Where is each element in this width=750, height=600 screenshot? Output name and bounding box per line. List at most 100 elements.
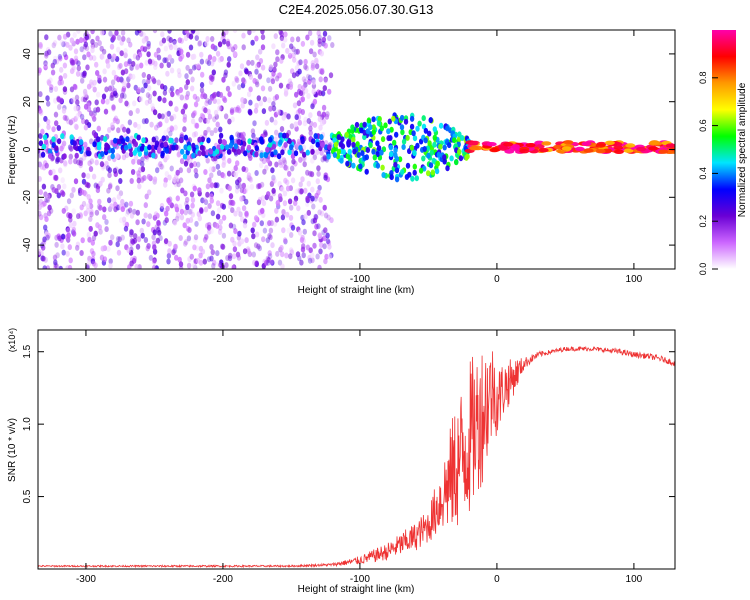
spectrogram-cell [197, 40, 202, 47]
spectrogram-cell [79, 113, 85, 120]
spectrogram-cell [175, 212, 181, 219]
spectrogram-cell [79, 46, 84, 53]
spectrogram-cell [310, 148, 315, 155]
spectrogram-cell [277, 259, 283, 266]
spectrogram-cell [254, 151, 259, 158]
spectrogram-cell [305, 195, 310, 202]
spectrogram-cell [42, 200, 47, 207]
spectrogram-cell [296, 187, 301, 194]
spectrogram-cell [280, 263, 285, 269]
spectrogram-cell [189, 162, 194, 169]
spectrogram-cell [209, 197, 214, 204]
spectrogram-cell [143, 202, 148, 209]
spectrogram-cell [113, 201, 118, 208]
spectrogram-cell [287, 52, 293, 59]
spectrogram-cell [235, 179, 240, 186]
spectrogram-cell [190, 197, 196, 203]
spectrogram-cell [42, 134, 48, 141]
spectrogram-cell [173, 124, 178, 131]
spectrogram-cell [445, 125, 450, 132]
spectrogram-cell [316, 170, 321, 177]
spectrogram-cell [140, 87, 145, 94]
spectrogram-cell [268, 105, 273, 112]
spectrogram-cell [85, 64, 90, 71]
spectrogram-cell [304, 65, 309, 72]
spectrogram-cell [267, 85, 273, 92]
spectrogram-cell [148, 254, 154, 261]
x-tick-label: -300 [76, 274, 96, 285]
spectrogram-cell [104, 142, 109, 149]
spectrogram-cell [78, 37, 84, 44]
spectrogram-cell [239, 238, 245, 245]
y-tick-label: 40 [22, 48, 33, 60]
spectrogram-cell [156, 219, 161, 226]
spectrogram-cell [394, 155, 400, 162]
spectrogram-cell [126, 37, 131, 44]
spectrogram-cell [344, 131, 349, 138]
spectrogram-cell [260, 64, 266, 71]
spectrogram-cell [58, 265, 63, 269]
spectrogram-cell [197, 40, 203, 47]
spectrogram-cell [399, 124, 405, 131]
spectrogram-cell [149, 121, 154, 128]
spectrogram-cell [244, 210, 249, 217]
spectrogram-cell [166, 62, 171, 68]
spectrogram-cell [459, 135, 465, 141]
spectrogram-cell [229, 107, 235, 114]
spectrogram-cell [145, 92, 151, 99]
spectrogram-cell [101, 53, 106, 60]
spectrogram-cell [115, 153, 120, 159]
spectrogram-cell [82, 54, 87, 61]
spectrogram-cell [371, 124, 376, 131]
spectrogram-cell [454, 159, 459, 166]
spectrogram-cell [144, 118, 149, 124]
spectrogram-cell [375, 162, 381, 169]
snr-x-label: Height of straight line (km) [298, 584, 415, 595]
spectrogram-cell [111, 104, 116, 111]
spectrogram-cell [146, 173, 152, 180]
spectrogram-cell [174, 106, 179, 113]
spectrogram-cell [38, 204, 42, 211]
spectrogram-cell [152, 258, 157, 265]
spectrogram-cell [313, 213, 318, 220]
spectrogram-cell [365, 147, 371, 153]
spectrogram-cell [102, 136, 108, 142]
spectrogram-cell [210, 43, 216, 50]
spectrogram-cell [179, 94, 184, 101]
spectrogram-cell [231, 253, 237, 260]
spectrogram-cell [282, 237, 288, 244]
spectrogram-cell [208, 148, 214, 155]
spectrogram-cell [290, 36, 295, 43]
spectrogram-cell [209, 130, 215, 137]
y-tick-label: 0 [22, 146, 33, 152]
spectrogram-cell [295, 36, 301, 43]
spectrogram-cell [288, 83, 294, 90]
spectrogram-cell [211, 166, 216, 173]
spectrogram-cell [139, 177, 145, 184]
spectrogram-cell [91, 250, 96, 257]
spectrogram-cell [200, 91, 206, 98]
spectrogram-cell [286, 113, 291, 120]
spectrogram-cell [430, 169, 436, 176]
spectrogram-cell [426, 152, 431, 159]
spectrogram-cell [38, 198, 44, 205]
spectrogram-cell [204, 149, 210, 156]
spectrogram-cell [38, 152, 41, 159]
spectrogram-cell [99, 53, 105, 60]
spectrogram-cell [290, 153, 296, 160]
spectrogram-cell [297, 229, 303, 236]
spectrogram-cell [260, 30, 265, 35]
spectrogram-cell [278, 162, 284, 168]
spectrogram-cell [106, 187, 111, 194]
spectrogram-cell [305, 244, 311, 251]
spectrogram-cell [65, 41, 70, 48]
spectrogram-cell [160, 150, 165, 157]
spectrogram-cell [84, 34, 90, 41]
spectrogram-cell [205, 97, 210, 104]
spectrogram-cell [180, 108, 186, 115]
spectrogram-cell [665, 143, 675, 148]
spectrogram-cell [207, 221, 212, 228]
spectrogram-cell [260, 85, 266, 92]
spectrogram-cell [91, 173, 97, 180]
spectrogram-cell [76, 65, 82, 72]
